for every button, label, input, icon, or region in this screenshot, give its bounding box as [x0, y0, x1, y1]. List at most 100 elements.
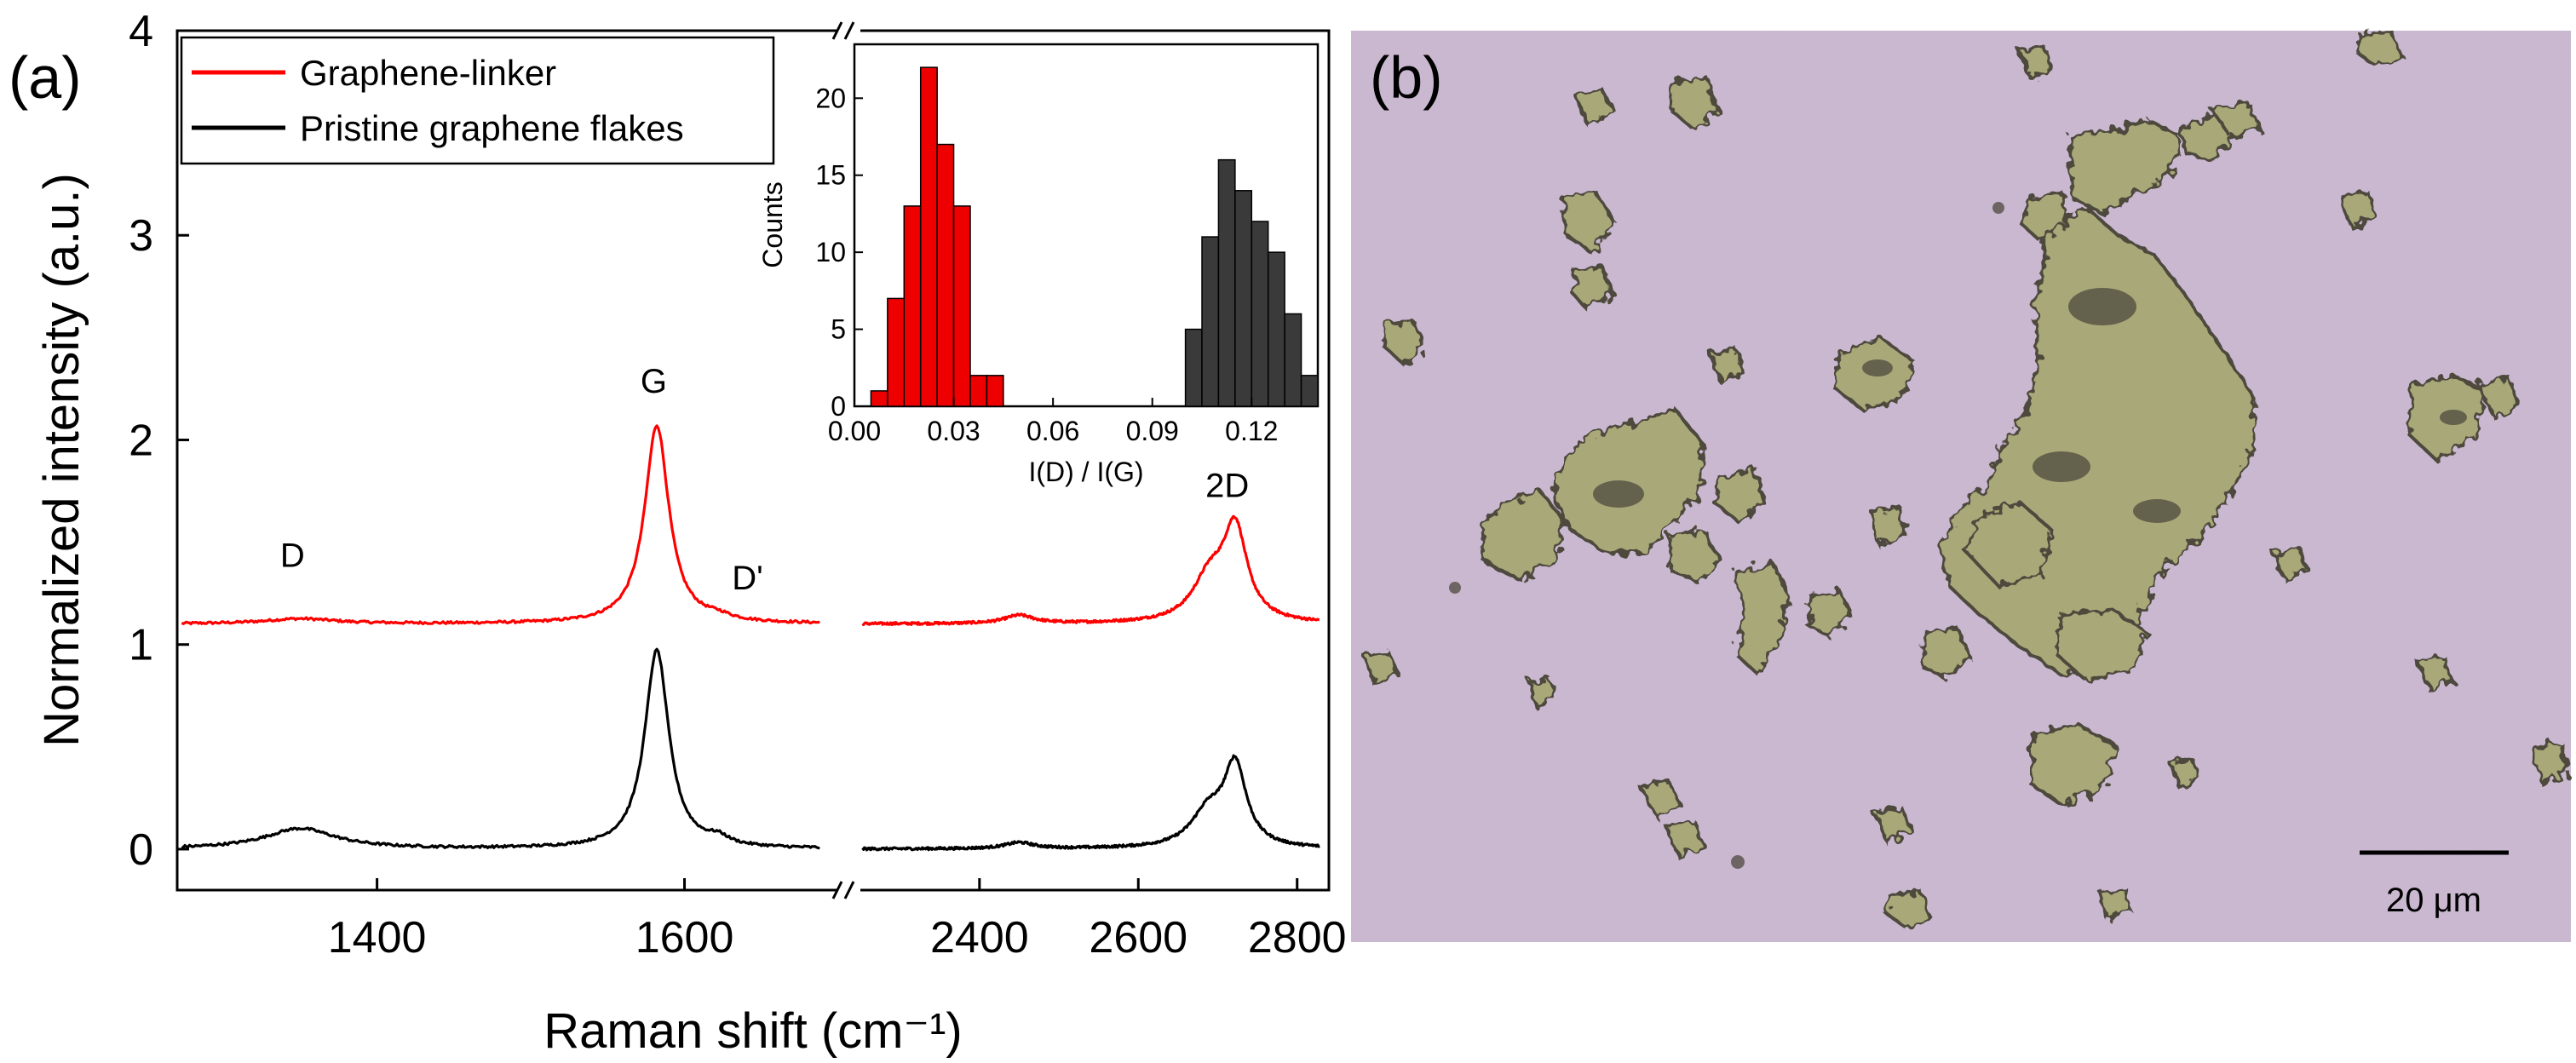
inset-x-tick-label: 0.09 — [1126, 416, 1179, 446]
flake — [1449, 582, 1461, 594]
spectrum-graphene-linker-segment-1 — [181, 424, 820, 626]
flake — [2440, 410, 2467, 425]
flake — [1731, 855, 1745, 869]
flake — [2018, 190, 2069, 243]
inset-y-tick-label: 10 — [815, 237, 846, 267]
panel-a-label: (a) — [9, 44, 82, 111]
histogram-bar-pristine — [1217, 158, 1236, 407]
peak-labels: D G D' 2D — [280, 363, 1249, 597]
panel-b-label: (b) — [1370, 44, 1443, 111]
flake — [1667, 527, 1722, 585]
inset-y-tick-label: 20 — [815, 83, 846, 113]
flake — [1868, 505, 1907, 548]
x-tick-label: 2400 — [930, 913, 1029, 962]
inset-x-tick-label: 0.06 — [1026, 416, 1079, 446]
legend-label-pristine: Pristine graphene flakes — [300, 108, 684, 148]
inset-x-tick-label: 0.12 — [1225, 416, 1278, 446]
flake — [1872, 805, 1914, 846]
flake — [2355, 30, 2405, 69]
flake — [1381, 319, 1427, 365]
legend: Graphene-linker Pristine graphene flakes — [180, 36, 775, 165]
flake — [1667, 76, 1720, 130]
flake — [1965, 500, 2054, 589]
flake — [2016, 45, 2054, 81]
flake — [1550, 406, 1706, 556]
flake — [2270, 544, 2309, 582]
spectrum-pristine-segment-1 — [181, 647, 820, 850]
histogram-bar-graphene-linker — [903, 205, 922, 407]
optical-micrograph: 20 μm (b) — [1351, 30, 2571, 942]
micrograph-grain — [1351, 31, 2571, 942]
flake — [1992, 202, 2004, 214]
x-tick-label: 2600 — [1089, 913, 1187, 962]
flake — [2476, 376, 2521, 420]
flake — [2033, 451, 2090, 482]
inset-y-tick-label: 0 — [831, 391, 846, 422]
flake — [1570, 263, 1614, 311]
x-tick-label: 1600 — [635, 913, 734, 962]
graphene-flakes — [1362, 30, 2570, 929]
flake — [1713, 466, 1766, 524]
y-axis-title: Normalized intensity (a.u.) — [34, 173, 89, 747]
inset-x-title: I(D) / I(G) — [1028, 457, 1143, 487]
histogram-bar-graphene-linker — [952, 205, 971, 407]
flake — [2029, 723, 2119, 807]
flake — [1561, 190, 1618, 255]
flake — [1708, 347, 1745, 384]
x-tick-label: 2800 — [1248, 913, 1347, 962]
histogram-bar-pristine — [1284, 313, 1302, 407]
flake — [2056, 607, 2149, 682]
flake — [1636, 779, 1682, 820]
histogram-bar-pristine — [1234, 190, 1253, 407]
flake — [2415, 653, 2454, 692]
histogram-bar-graphene-linker — [919, 66, 938, 407]
peak-label: D — [280, 537, 305, 574]
histogram-bar-pristine — [1267, 251, 1285, 407]
inset-y-ticks: 0 5 10 15 20 — [815, 83, 863, 422]
flake — [2208, 101, 2262, 139]
histogram-bar-pristine — [1300, 375, 1319, 407]
peak-label: G — [641, 363, 667, 400]
histogram-bars — [870, 66, 1319, 407]
spectrum-pristine-segment-2 — [861, 754, 1320, 852]
histogram-bar-pristine — [1251, 221, 1269, 407]
x-tick-label: 1400 — [328, 913, 427, 962]
peak-label: D' — [732, 560, 763, 597]
x-axis-ticks: 1400 1600 2400 2600 2800 — [328, 878, 1347, 962]
inset-x-tick-label: 0.03 — [927, 416, 980, 446]
legend-box — [180, 36, 775, 165]
thick-flake-regions — [1449, 202, 2467, 869]
inset-frame — [853, 43, 1320, 408]
flake — [1593, 480, 1644, 508]
y-tick-label: 2 — [129, 416, 153, 465]
histogram-bar-pristine — [1184, 328, 1203, 407]
legend-label-graphene-linker: Graphene-linker — [300, 53, 556, 93]
spectra — [181, 424, 1320, 852]
flake — [2068, 288, 2136, 325]
flake — [1362, 650, 1400, 687]
flake — [2133, 499, 2181, 523]
axis-break-marks — [831, 21, 855, 899]
flake — [1664, 820, 1706, 859]
flake — [2067, 117, 2182, 217]
inset-y-tick-label: 15 — [815, 160, 846, 191]
y-tick-label: 0 — [129, 825, 153, 875]
flake — [1527, 677, 1558, 710]
y-axis-ticks: 0 1 2 3 4 — [129, 7, 189, 875]
histogram-bar-graphene-linker — [887, 297, 906, 407]
flake — [2096, 885, 2132, 921]
x-axis-title: Raman shift (cm⁻¹) — [543, 1003, 962, 1059]
histogram-bar-graphene-linker — [870, 390, 888, 407]
histogram-bar-graphene-linker — [986, 375, 1004, 407]
flake — [1480, 490, 1567, 582]
flake — [1734, 561, 1791, 678]
y-tick-label: 1 — [129, 621, 153, 670]
flake — [1919, 624, 1972, 682]
y-tick-label: 4 — [129, 7, 153, 56]
inset-x-ticks: 0.00 0.03 0.06 0.09 0.12 — [828, 398, 1278, 446]
inset-x-tick-label: 0.00 — [828, 416, 881, 446]
histogram-bar-pristine — [1201, 236, 1220, 407]
flake — [2338, 190, 2379, 229]
y-tick-label: 3 — [129, 211, 153, 261]
